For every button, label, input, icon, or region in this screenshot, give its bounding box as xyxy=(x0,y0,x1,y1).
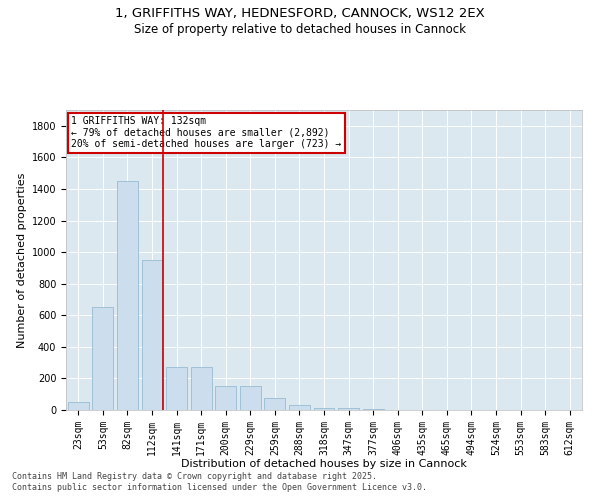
Text: 1 GRIFFITHS WAY: 132sqm
← 79% of detached houses are smaller (2,892)
20% of semi: 1 GRIFFITHS WAY: 132sqm ← 79% of detache… xyxy=(71,116,341,149)
Bar xyxy=(314,408,334,410)
X-axis label: Distribution of detached houses by size in Cannock: Distribution of detached houses by size … xyxy=(181,459,467,469)
Text: Size of property relative to detached houses in Cannock: Size of property relative to detached ho… xyxy=(134,22,466,36)
Bar xyxy=(362,409,383,410)
Bar xyxy=(240,386,261,410)
Bar xyxy=(191,368,212,410)
Bar xyxy=(117,181,138,410)
Bar xyxy=(338,408,359,410)
Bar xyxy=(68,402,89,410)
Bar xyxy=(289,406,310,410)
Bar xyxy=(265,398,286,410)
Text: Contains HM Land Registry data © Crown copyright and database right 2025.: Contains HM Land Registry data © Crown c… xyxy=(12,472,377,481)
Bar xyxy=(166,368,187,410)
Bar xyxy=(142,260,163,410)
Text: 1, GRIFFITHS WAY, HEDNESFORD, CANNOCK, WS12 2EX: 1, GRIFFITHS WAY, HEDNESFORD, CANNOCK, W… xyxy=(115,8,485,20)
Y-axis label: Number of detached properties: Number of detached properties xyxy=(17,172,28,348)
Text: Contains public sector information licensed under the Open Government Licence v3: Contains public sector information licen… xyxy=(12,484,427,492)
Bar xyxy=(215,386,236,410)
Bar xyxy=(92,308,113,410)
